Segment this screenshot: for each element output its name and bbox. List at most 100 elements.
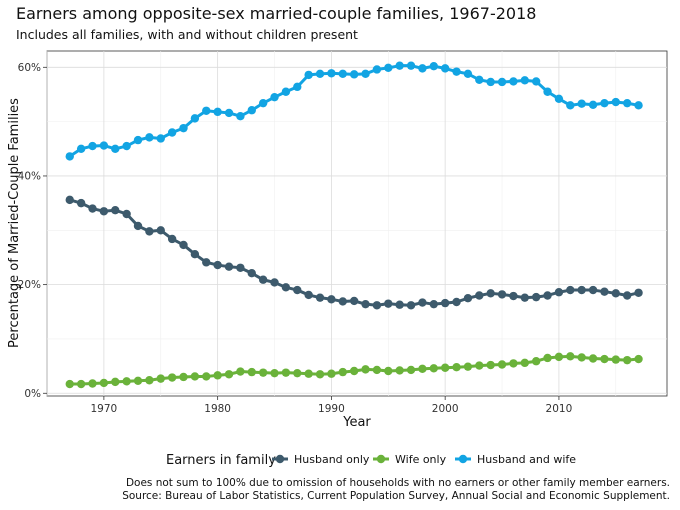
data-point-husband-and-wife (122, 141, 131, 151)
x-tick-label: 1990 (318, 403, 345, 415)
data-point-husband-only (384, 299, 393, 308)
data-point-husband-and-wife (349, 70, 359, 79)
data-point-husband-and-wife (293, 82, 302, 92)
data-point-husband-and-wife (372, 65, 382, 74)
data-point-husband-and-wife (395, 61, 404, 70)
data-point-husband-and-wife (338, 69, 347, 79)
data-point-wife-only (577, 353, 586, 362)
y-tick-label: 60% (18, 62, 41, 74)
data-point-wife-only (315, 370, 325, 379)
data-point-husband-only (634, 288, 643, 297)
data-point-husband-and-wife (452, 67, 461, 76)
data-point-wife-only (247, 367, 256, 377)
data-point-husband-and-wife (429, 62, 438, 71)
data-point-husband-only (304, 290, 313, 300)
data-point-husband-and-wife (566, 101, 575, 110)
data-point-husband-only (167, 234, 177, 244)
data-point-husband-and-wife (486, 77, 495, 87)
data-point-husband-only (475, 291, 484, 300)
x-axis: 1970 1980 1990 2000 2010 (91, 396, 573, 415)
data-point-husband-and-wife (304, 70, 313, 80)
data-point-husband-only (566, 285, 575, 295)
legend-item-husband-and-wife: Husband and wife (455, 453, 576, 466)
data-point-husband-and-wife (554, 94, 564, 104)
data-point-wife-only (384, 366, 393, 376)
y-tick-label: 20% (18, 279, 41, 291)
data-point-husband-only (213, 260, 222, 270)
data-point-husband-and-wife (281, 87, 291, 96)
data-point-husband-only (111, 205, 120, 215)
data-point-wife-only (486, 360, 495, 370)
data-point-husband-only (247, 269, 256, 278)
data-point-husband-and-wife (133, 135, 143, 145)
data-point-husband-only (440, 298, 450, 308)
x-tick-label: 2010 (546, 403, 573, 415)
data-point-husband-only (486, 289, 495, 298)
data-point-husband-and-wife (258, 98, 268, 108)
data-point-wife-only (349, 366, 359, 376)
legend-key-point (376, 454, 386, 464)
data-point-wife-only (395, 366, 404, 375)
data-point-husband-and-wife (111, 144, 120, 153)
data-point-wife-only (406, 365, 416, 375)
data-point-husband-only (65, 195, 74, 205)
data-point-husband-only (509, 291, 518, 301)
data-point-wife-only (338, 367, 347, 377)
data-point-husband-and-wife (531, 77, 541, 86)
data-point-wife-only (224, 370, 234, 379)
data-point-husband-only (577, 285, 586, 295)
data-point-wife-only (202, 372, 211, 381)
legend-item-wife-only: Wife only (373, 453, 447, 466)
chart-subtitle: Includes all families, with and without … (16, 27, 358, 42)
data-point-wife-only (452, 363, 461, 372)
data-point-wife-only (145, 376, 154, 385)
series-husband-only (65, 195, 643, 310)
data-point-husband-and-wife (497, 77, 507, 87)
data-point-husband-only (418, 298, 427, 307)
data-point-wife-only (258, 368, 268, 377)
data-point-husband-and-wife (622, 98, 632, 108)
data-point-wife-only (156, 374, 165, 383)
data-point-husband-and-wife (384, 63, 393, 73)
data-point-husband-only (281, 283, 291, 292)
x-axis-title: Year (342, 415, 371, 430)
data-point-husband-and-wife (167, 128, 177, 137)
data-point-husband-and-wife (88, 141, 97, 151)
data-point-wife-only (543, 353, 552, 363)
data-point-husband-and-wife (418, 64, 427, 73)
data-point-husband-only (133, 221, 143, 231)
data-point-wife-only (122, 377, 131, 386)
data-point-husband-and-wife (247, 106, 256, 115)
data-point-husband-only (554, 288, 564, 297)
data-point-husband-and-wife (361, 69, 370, 79)
data-point-husband-only (372, 301, 382, 310)
data-point-husband-only (88, 204, 97, 213)
plot-frame (46, 50, 668, 397)
data-point-husband-and-wife (213, 107, 222, 117)
data-point-wife-only (372, 365, 382, 375)
data-point-husband-only (349, 296, 359, 306)
data-point-husband-only (236, 263, 245, 272)
data-point-husband-only (622, 291, 632, 300)
data-point-wife-only (440, 363, 450, 372)
data-point-wife-only (281, 368, 291, 377)
data-point-wife-only (634, 354, 643, 364)
data-point-husband-only (463, 294, 473, 303)
data-point-wife-only (213, 371, 222, 380)
caption-source: Source: Bureau of Labor Statistics, Curr… (122, 490, 670, 502)
data-point-husband-and-wife (99, 141, 109, 150)
data-point-wife-only (293, 368, 302, 378)
data-point-wife-only (554, 352, 564, 362)
legend-label: Husband only (294, 453, 370, 466)
data-point-wife-only (65, 379, 74, 389)
data-point-husband-and-wife (145, 133, 154, 142)
legend-label: Husband and wife (477, 453, 576, 466)
data-point-husband-and-wife (327, 69, 336, 78)
data-point-husband-and-wife (76, 144, 86, 153)
data-point-wife-only (236, 367, 245, 376)
x-tick-label: 2000 (432, 403, 459, 415)
data-point-wife-only (475, 361, 484, 370)
data-point-wife-only (588, 354, 598, 363)
legend-item-husband-only: Husband only (272, 453, 370, 466)
data-point-wife-only (111, 377, 120, 387)
